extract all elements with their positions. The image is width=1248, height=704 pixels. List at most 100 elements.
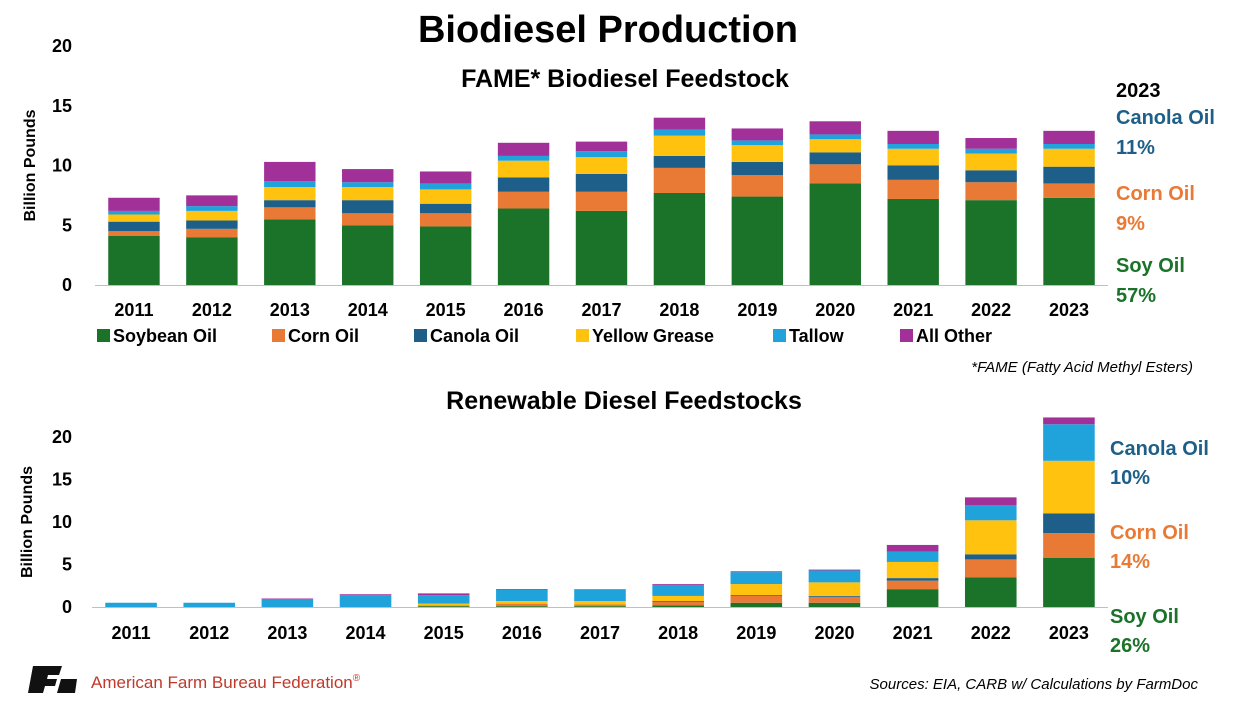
- bar-tallow-2011: [105, 602, 157, 607]
- y-axis-label: Billion Pounds: [19, 466, 36, 578]
- bar-canola-oil-2017: [575, 173, 628, 192]
- x-tick-label: 2012: [189, 623, 229, 643]
- bar-yellow-grease-2022: [965, 153, 1017, 171]
- registered-mark: ®: [353, 673, 361, 684]
- bar-tallow-2014: [339, 595, 392, 607]
- x-tick-label: 2016: [502, 623, 542, 643]
- x-tick-label: 2023: [1049, 300, 1089, 320]
- bar-tallow-2015: [417, 595, 470, 604]
- annotation-label: Corn Oil: [1110, 522, 1189, 544]
- x-tick-label: 2011: [114, 300, 153, 320]
- y-tick-label: 5: [62, 215, 72, 235]
- bar-all-other-2011: [108, 197, 160, 211]
- bar-canola-oil-2022: [964, 554, 1017, 560]
- bar-soybean-oil-2015: [417, 606, 470, 607]
- bar-tallow-2011: [108, 210, 160, 215]
- bar-corn-oil-2019: [731, 175, 784, 197]
- fb-logo-icon: [28, 666, 77, 693]
- bar-tallow-2017: [575, 151, 628, 158]
- bar-canola-oil-2023: [1043, 513, 1095, 534]
- bar-tallow-2018: [652, 584, 704, 596]
- y-axis-label: Billion Pounds: [22, 109, 39, 221]
- bar-canola-oil-2016: [497, 177, 550, 192]
- bar-canola-oil-2012: [186, 220, 238, 229]
- bar-tallow-2012: [186, 206, 238, 211]
- bar-yellow-grease-2017: [574, 601, 626, 605]
- legend-label-canola-oil: Canola Oil: [430, 326, 519, 346]
- bar-yellow-grease-2013: [264, 187, 316, 201]
- bar-tallow-2021: [886, 551, 939, 562]
- bar-tallow-2016: [496, 590, 548, 602]
- bar-yellow-grease-2020: [809, 139, 861, 153]
- bar-all-other-2015: [417, 593, 470, 596]
- y-tick-label: 15: [52, 96, 72, 116]
- x-tick-label: 2022: [971, 300, 1011, 320]
- bar-canola-oil-2018: [652, 601, 704, 602]
- bar-corn-oil-2016: [497, 191, 550, 209]
- x-tick-label: 2013: [270, 300, 310, 320]
- x-tick-label: 2012: [192, 300, 232, 320]
- legend: Soybean Oil Corn Oil Canola Oil Yellow Grea…: [97, 326, 992, 346]
- bar-corn-oil-2016: [496, 603, 548, 607]
- sources-note: Sources: EIA, CARB w/ Calculations by Fa…: [870, 676, 1199, 693]
- bar-yellow-grease-2015: [417, 603, 470, 606]
- y-tick-label: 20: [52, 36, 72, 56]
- bar-all-other-2016: [497, 142, 550, 156]
- bar-all-other-2021: [887, 130, 939, 144]
- bar-all-other-2019: [731, 128, 784, 141]
- annotation-pct: 14%: [1110, 551, 1150, 573]
- bar-tallow-2019: [731, 140, 784, 146]
- bar-corn-oil-2012: [186, 228, 238, 238]
- bar-tallow-2017: [574, 589, 626, 602]
- x-tick-label: 2021: [893, 623, 933, 643]
- y-tick-label: 0: [62, 275, 72, 295]
- bar-all-other-2013: [264, 161, 316, 182]
- bar-soybean-oil-2020: [809, 183, 861, 285]
- bar-all-other-2023: [1043, 130, 1095, 144]
- y-tick-label: 20: [52, 427, 72, 447]
- annotation-pct: 9%: [1116, 213, 1145, 235]
- annotation-year: 2023: [1116, 80, 1161, 102]
- bar-corn-oil-2011: [108, 231, 160, 237]
- bar-corn-oil-2015: [417, 605, 470, 607]
- bar-soybean-oil-2016: [497, 208, 550, 285]
- x-tick-label: 2015: [424, 623, 464, 643]
- bar-corn-oil-2020: [809, 164, 861, 184]
- bar-canola-oil-2015: [419, 203, 472, 214]
- bar-soybean-oil-2023: [1043, 557, 1095, 607]
- bar-soybean-oil-2015: [419, 226, 472, 285]
- x-tick-label: 2018: [658, 623, 698, 643]
- bar-soybean-oil-2018: [653, 192, 706, 285]
- bar-yellow-grease-2016: [496, 601, 548, 604]
- annotation-pct: 26%: [1110, 635, 1150, 657]
- legend-swatch-all-other: [900, 329, 913, 342]
- bar-all-other-2015: [419, 171, 472, 184]
- x-tick-label: 2013: [267, 623, 307, 643]
- bar-tallow-2020: [809, 134, 861, 140]
- bar-canola-oil-2019: [731, 161, 784, 176]
- bar-yellow-grease-2023: [1043, 460, 1095, 514]
- y-tick-label: 10: [52, 156, 72, 176]
- bar-soybean-oil-2014: [342, 225, 394, 285]
- bar-soybean-oil-2021: [887, 198, 939, 285]
- annotation-pct: 10%: [1110, 467, 1150, 489]
- bar-soybean-oil-2022: [965, 200, 1017, 285]
- x-tick-label: 2011: [112, 623, 151, 643]
- bar-corn-oil-2022: [965, 182, 1017, 201]
- x-tick-label: 2017: [581, 300, 621, 320]
- bar-soybean-oil-2019: [731, 196, 784, 285]
- bar-all-other-2021: [886, 544, 939, 552]
- bar-corn-oil-2014: [342, 213, 394, 226]
- bar-yellow-grease-2021: [887, 148, 939, 166]
- bar-yellow-grease-2011: [108, 214, 160, 222]
- bar-tallow-2016: [497, 155, 550, 161]
- bar-tallow-2023: [1043, 143, 1095, 149]
- legend-swatch-canola-oil: [414, 329, 427, 342]
- bar-yellow-grease-2020: [808, 582, 861, 596]
- annotation-pct: 11%: [1116, 137, 1155, 159]
- bar-yellow-grease-2021: [886, 561, 939, 579]
- bar-all-other-2023: [1043, 417, 1095, 425]
- annotation-pct: 57%: [1116, 285, 1156, 307]
- bar-canola-oil-2022: [965, 170, 1017, 183]
- bar-canola-oil-2014: [342, 200, 394, 214]
